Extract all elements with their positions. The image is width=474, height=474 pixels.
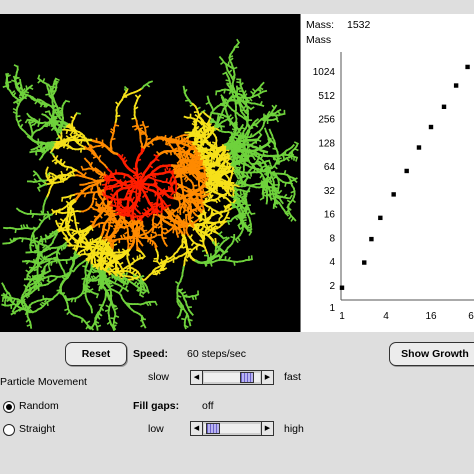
x-tick-labels: 1 4 16 6 xyxy=(339,311,474,322)
speed-slider-right-arrow-icon[interactable]: ▶ xyxy=(261,371,273,384)
data-points xyxy=(339,64,470,290)
fill-high-label: high xyxy=(284,423,304,435)
fill-gaps-value: off xyxy=(202,400,214,412)
fill-slider-left-arrow-icon[interactable]: ◀ xyxy=(191,422,203,435)
x-tick-label: 4 xyxy=(383,311,389,322)
speed-label: Speed: xyxy=(133,348,169,360)
x-tick-label: 6 xyxy=(468,311,474,322)
random-radio-label[interactable]: Random xyxy=(19,400,59,412)
reset-button[interactable]: Reset xyxy=(65,342,127,366)
fill-slider-track[interactable] xyxy=(204,424,260,433)
data-point xyxy=(404,168,409,174)
y-tick-labels: 1 2 4 8 16 32 64 128 256 512 1024 xyxy=(313,67,336,314)
mass-scatter-chart: Mass: 1532 Mass 12481632641282565121024 … xyxy=(306,19,474,322)
cluster-branches xyxy=(0,38,300,332)
data-point xyxy=(391,192,396,197)
data-point xyxy=(428,124,434,130)
fill-gaps-slider[interactable]: ◀ ▶ xyxy=(190,421,274,436)
fill-low-label: low xyxy=(148,423,164,435)
data-point xyxy=(453,83,459,88)
mass-readout-value: 1532 xyxy=(347,19,371,31)
x-tick-label: 16 xyxy=(425,311,437,322)
data-point xyxy=(465,64,470,70)
simulation-canvas xyxy=(0,14,300,332)
y-tick-label: 512 xyxy=(318,91,335,102)
fill-gaps-label: Fill gaps: xyxy=(133,400,180,412)
dla-cluster xyxy=(0,38,300,332)
speed-slider-track[interactable] xyxy=(204,373,260,382)
y-tick-label: 4 xyxy=(329,257,335,268)
data-point xyxy=(441,104,447,109)
y-tick-label: 1 xyxy=(329,303,335,314)
show-growth-button[interactable]: Show Growth xyxy=(389,342,474,366)
y-tick-label: 2 xyxy=(329,281,335,292)
y-tick-label: 8 xyxy=(329,233,335,244)
fill-slider-thumb[interactable] xyxy=(206,423,221,434)
data-point xyxy=(416,145,422,150)
data-point xyxy=(369,236,374,242)
y-tick-label: 1024 xyxy=(313,67,336,78)
speed-slider-left-arrow-icon[interactable]: ◀ xyxy=(191,371,203,384)
speed-slider[interactable]: ◀ ▶ xyxy=(190,370,274,385)
random-radio[interactable] xyxy=(3,401,15,413)
speed-value: 60 steps/sec xyxy=(187,348,246,360)
y-tick-label: 128 xyxy=(318,138,335,149)
particle-movement-title: Particle Movement xyxy=(0,376,87,388)
y-tick-label: 32 xyxy=(324,186,336,197)
speed-slow-label: slow xyxy=(148,371,170,383)
fill-slider-right-arrow-icon[interactable]: ▶ xyxy=(261,422,273,435)
mass-readout-label: Mass: xyxy=(306,19,334,31)
speed-fast-label: fast xyxy=(284,371,301,383)
straight-radio[interactable] xyxy=(3,424,15,436)
data-point xyxy=(339,285,345,290)
x-tick-label: 1 xyxy=(339,311,345,322)
data-point xyxy=(362,260,367,265)
speed-slider-thumb[interactable] xyxy=(239,372,254,383)
y-tick-label: 64 xyxy=(324,162,336,173)
straight-radio-label[interactable]: Straight xyxy=(19,423,56,435)
y-tick-label: 16 xyxy=(324,210,336,221)
y-tick-label: 256 xyxy=(318,115,335,126)
mass-plot-panel: Mass: 1532 Mass 1 2 4 8 16 32 64 128 256 512 1024 … xyxy=(300,14,474,332)
data-point xyxy=(378,215,383,221)
y-axis-label: Mass xyxy=(306,34,331,46)
